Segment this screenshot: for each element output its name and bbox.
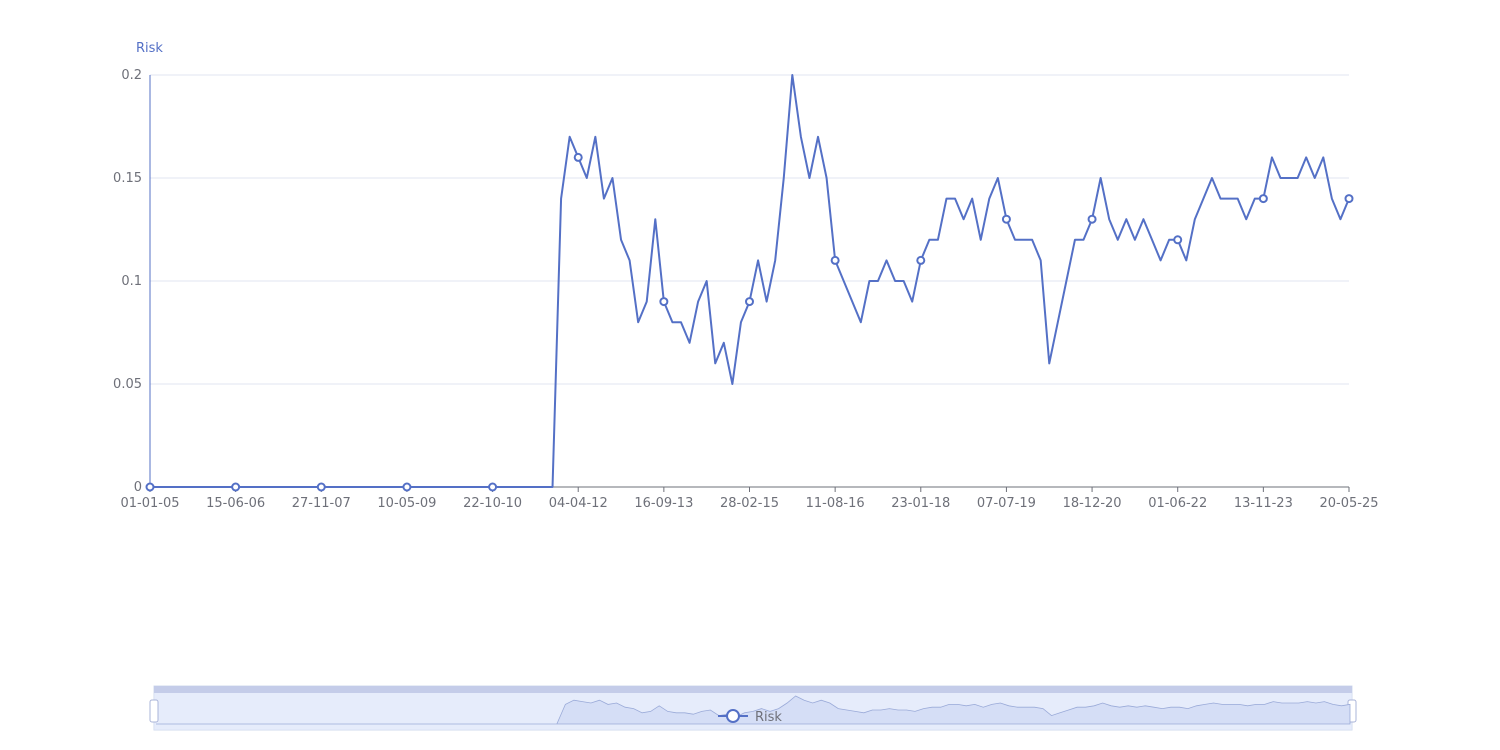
point — [145, 482, 155, 492]
x-tick-label: 11-08-16 — [806, 496, 865, 511]
legend-label: Risk — [755, 710, 782, 725]
x-tick-label: 07-07-19 — [977, 496, 1036, 511]
x-tick-label: 20-05-25 — [1319, 496, 1378, 511]
point — [1173, 235, 1183, 245]
y-tick-label: 0.15 — [113, 171, 142, 186]
x-tick-label: 01-06-22 — [1148, 496, 1207, 511]
zoom-handle[interactable] — [149, 699, 159, 723]
zoom-preview — [156, 695, 1351, 725]
x-tick-label: 04-04-12 — [549, 496, 608, 511]
y-tick-label: 0.2 — [121, 68, 142, 83]
point — [916, 255, 926, 265]
x-tick-label: 15-06-06 — [206, 496, 265, 511]
x-tick-label: 16-09-13 — [634, 496, 693, 511]
point — [488, 482, 498, 492]
point — [1001, 214, 1011, 224]
point — [402, 482, 412, 492]
x-tick-label: 01-01-05 — [120, 496, 179, 511]
point — [1258, 194, 1268, 204]
y-tick-label: 0.1 — [121, 274, 142, 289]
point — [830, 255, 840, 265]
point — [231, 482, 241, 492]
zoom-bar[interactable] — [154, 686, 1352, 693]
y-axis-name: Risk — [136, 41, 163, 56]
x-tick-label: 22-10-10 — [463, 496, 522, 511]
x-tick-label: 13-11-23 — [1234, 496, 1293, 511]
x-tick-label: 27-11-07 — [292, 496, 351, 511]
point — [1344, 194, 1354, 204]
x-tick-label: 18-12-20 — [1063, 496, 1122, 511]
x-tick-label: 10-05-09 — [377, 496, 436, 511]
x-tick-label: 23-01-18 — [891, 496, 950, 511]
point — [1087, 214, 1097, 224]
legend-symbol — [726, 709, 740, 723]
point — [745, 297, 754, 307]
x-tick-label: 28-02-15 — [720, 496, 779, 511]
point — [316, 482, 326, 492]
data-zoom[interactable] — [149, 685, 1357, 731]
point — [659, 297, 669, 307]
point — [573, 152, 583, 162]
y-tick-label: 0.05 — [113, 377, 142, 392]
y-tick-label: 0 — [134, 480, 142, 495]
